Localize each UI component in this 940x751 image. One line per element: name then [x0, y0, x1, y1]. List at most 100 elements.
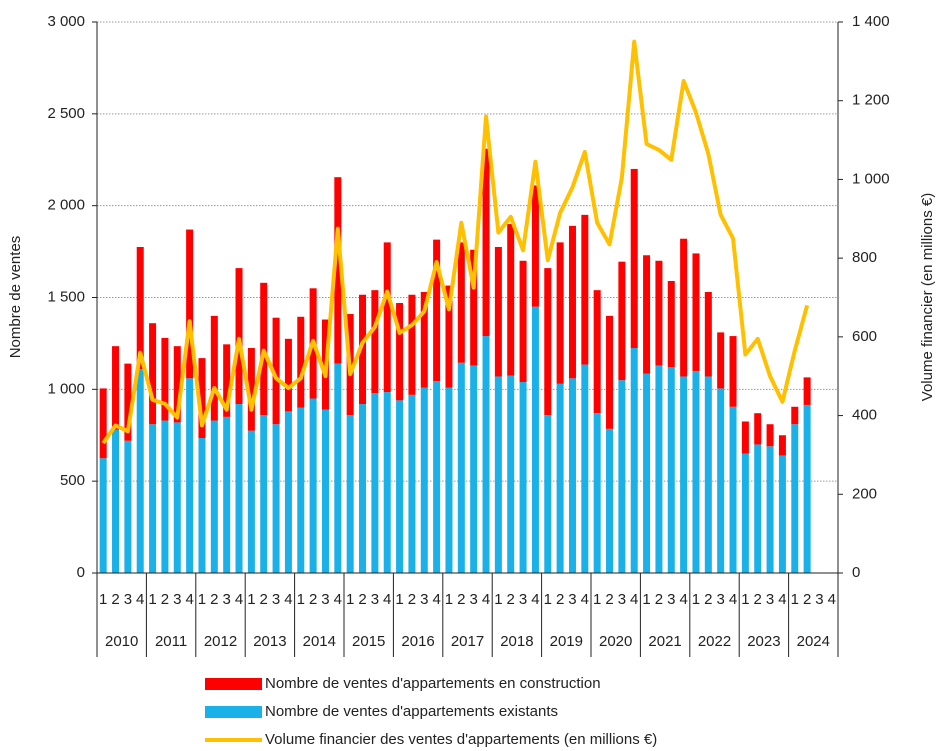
x-tick-label: 3: [766, 591, 774, 608]
x-tick-label: 3: [717, 591, 725, 608]
bar: [531, 306, 539, 573]
year-label: 2018: [500, 633, 533, 650]
x-tick-label: 1: [247, 591, 255, 608]
legend-label: Nombre de ventes d'appartements existant…: [265, 703, 558, 720]
x-tick-label: 3: [124, 591, 132, 608]
x-tick-label: 2: [754, 591, 762, 608]
bar: [124, 440, 132, 573]
x-tick-label: 4: [729, 591, 737, 608]
bar: [383, 392, 391, 573]
bar: [519, 260, 527, 382]
bar: [519, 381, 527, 573]
bar: [692, 253, 700, 371]
x-tick-label: 4: [235, 591, 243, 608]
bar: [741, 453, 749, 573]
bar: [433, 239, 441, 382]
y-tick-label: 2 500: [47, 105, 85, 122]
bar: [408, 294, 416, 395]
bar: [754, 444, 762, 573]
x-tick-label: 1: [297, 591, 305, 608]
x-tick-label: 4: [630, 591, 638, 608]
bar: [704, 376, 712, 573]
bar: [173, 422, 181, 573]
y-tick-label: 1 500: [47, 288, 85, 305]
x-tick-label: 1: [544, 591, 552, 608]
x-tick-label: 2: [111, 591, 119, 608]
bar: [173, 346, 181, 423]
bar: [445, 387, 453, 573]
x-tick-label: 3: [519, 591, 527, 608]
x-tick-label: 2: [556, 591, 564, 608]
year-label: 2017: [451, 633, 484, 650]
bar: [223, 416, 231, 573]
legend-swatch: [205, 678, 262, 690]
bar: [284, 338, 292, 412]
x-tick-label: 3: [223, 591, 231, 608]
bar: [717, 332, 725, 389]
x-tick-label: 4: [828, 591, 836, 608]
x-tick-label: 1: [346, 591, 354, 608]
x-tick-label: 2: [704, 591, 712, 608]
year-label: 2022: [698, 633, 731, 650]
bar: [729, 406, 737, 573]
bar: [667, 280, 675, 368]
y2-tick-label: 1 400: [852, 13, 890, 30]
bar: [494, 376, 502, 573]
bar: [359, 404, 367, 573]
bar: [396, 303, 404, 401]
y2-axis-title: Volume financier (en millions €): [919, 193, 936, 401]
year-label: 2013: [253, 633, 286, 650]
y-tick-label: 0: [77, 564, 85, 581]
bar: [235, 268, 243, 405]
bar: [544, 268, 552, 416]
x-tick-label: 2: [457, 591, 465, 608]
bar: [112, 346, 120, 430]
bar: [445, 285, 453, 388]
bar: [791, 424, 799, 573]
bar: [470, 365, 478, 573]
y-tick-label: 3 000: [47, 13, 85, 30]
bar: [383, 242, 391, 393]
x-tick-label: 3: [272, 591, 280, 608]
x-tick-label: 1: [642, 591, 650, 608]
x-tick-label: 3: [568, 591, 576, 608]
bar: [161, 420, 169, 573]
bar: [371, 290, 379, 394]
x-tick-label: 3: [321, 591, 329, 608]
x-tick-label: 2: [309, 591, 317, 608]
bar: [692, 370, 700, 573]
year-label: 2016: [401, 633, 434, 650]
y2-tick-label: 1 200: [852, 92, 890, 109]
year-label: 2014: [303, 633, 336, 650]
bar: [593, 290, 601, 414]
bar: [99, 388, 107, 459]
bar: [618, 261, 626, 381]
bar: [606, 315, 614, 429]
year-label: 2010: [105, 633, 138, 650]
x-tick-label: 3: [815, 591, 823, 608]
bar: [149, 323, 157, 425]
bar: [655, 260, 663, 366]
legend-label: Volume financier des ventes d'appartemen…: [265, 731, 657, 748]
bar: [334, 177, 342, 364]
x-tick-label: 1: [692, 591, 700, 608]
y-tick-label: 500: [60, 472, 85, 489]
x-tick-label: 2: [655, 591, 663, 608]
x-tick-label: 4: [778, 591, 786, 608]
x-tick-label: 3: [618, 591, 626, 608]
bar: [507, 224, 515, 376]
bar: [680, 238, 688, 377]
bar: [334, 363, 342, 573]
bar: [482, 336, 490, 573]
bar: [457, 242, 465, 363]
bar: [420, 387, 428, 573]
bar: [470, 249, 478, 366]
bar: [568, 225, 576, 379]
y-tick-label: 1 000: [47, 380, 85, 397]
bar: [198, 438, 206, 573]
bar: [284, 411, 292, 573]
bar: [717, 388, 725, 573]
x-tick-label: 3: [667, 591, 675, 608]
x-tick-label: 1: [494, 591, 502, 608]
bar: [396, 400, 404, 573]
